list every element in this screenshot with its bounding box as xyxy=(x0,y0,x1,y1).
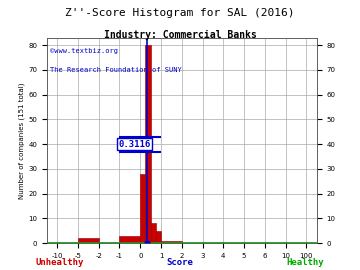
Bar xyxy=(140,174,145,243)
Bar xyxy=(120,236,140,243)
Text: Z''-Score Histogram for SAL (2016): Z''-Score Histogram for SAL (2016) xyxy=(65,8,295,18)
Text: Healthy: Healthy xyxy=(286,258,324,267)
Y-axis label: Number of companies (151 total): Number of companies (151 total) xyxy=(19,82,25,199)
Text: The Research Foundation of SUNY: The Research Foundation of SUNY xyxy=(50,66,181,73)
Bar xyxy=(78,238,99,243)
Text: Industry: Commercial Banks: Industry: Commercial Banks xyxy=(104,30,256,40)
Text: 0.3116: 0.3116 xyxy=(118,140,150,148)
Text: ©www.textbiz.org: ©www.textbiz.org xyxy=(50,48,117,54)
Text: Unhealthy: Unhealthy xyxy=(36,258,84,267)
Bar xyxy=(161,241,182,243)
Text: Score: Score xyxy=(167,258,193,267)
Bar xyxy=(156,231,161,243)
Bar xyxy=(150,223,156,243)
Bar xyxy=(145,45,150,243)
